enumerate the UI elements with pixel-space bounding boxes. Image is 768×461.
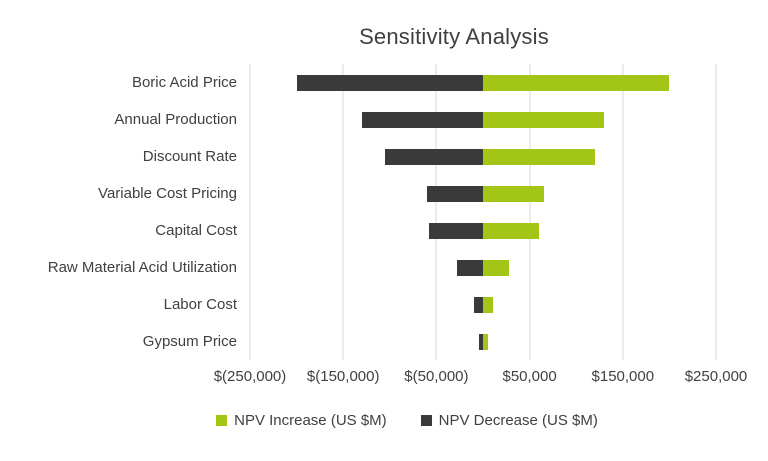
gridlines xyxy=(249,64,717,360)
value-axis: $(250,000) $(150,000) $(50,000) $50,000 $150… xyxy=(214,368,748,390)
x-tick-label: $150,000 xyxy=(591,368,655,385)
legend-label-npv-decrease: NPV Decrease (US $M) xyxy=(438,412,598,429)
npv-increase-bar xyxy=(483,185,544,202)
x-tick-label: $50,000 xyxy=(502,368,557,385)
bar-row xyxy=(250,64,716,101)
npv-decrease-bar xyxy=(427,185,483,202)
npv-decrease-bar xyxy=(385,148,483,165)
x-tick-label: $250,000 xyxy=(684,368,748,385)
bar-row xyxy=(250,286,716,323)
legend-item-npv-increase: NPV Increase (US $M) xyxy=(216,412,387,429)
npv-increase-bar xyxy=(483,74,670,91)
legend: NPV Increase (US $M) NPV Decrease (US $M… xyxy=(0,412,768,429)
npv-decrease-bar xyxy=(456,259,483,276)
gridline xyxy=(622,64,624,360)
npv-increase-swatch-icon xyxy=(216,415,228,426)
npv-increase-bar xyxy=(483,333,488,350)
category-label: Gypsum Price xyxy=(142,333,237,350)
npv-increase-bar xyxy=(483,111,605,128)
gridline xyxy=(529,64,531,360)
npv-decrease-bar xyxy=(296,74,483,91)
bar-row xyxy=(250,138,716,175)
bar-row xyxy=(250,175,716,212)
bar-row xyxy=(250,323,716,360)
gridline xyxy=(342,64,344,360)
bar-row xyxy=(250,101,716,138)
category-label: Labor Cost xyxy=(163,296,237,313)
category-label: Raw Material Acid Utilization xyxy=(47,259,237,276)
category-label: Variable Cost Pricing xyxy=(98,185,237,202)
npv-decrease-bar xyxy=(428,222,483,239)
category-label: Boric Acid Price xyxy=(131,74,237,91)
npv-decrease-bar xyxy=(479,333,483,350)
npv-decrease-swatch-icon xyxy=(420,415,432,426)
plot-area xyxy=(249,64,717,360)
npv-increase-bar xyxy=(483,296,494,313)
gridline xyxy=(435,64,437,360)
gridline xyxy=(249,64,251,360)
npv-increase-bar xyxy=(483,148,595,165)
npv-increase-bar xyxy=(483,259,510,276)
chart-title: Sensitivity Analysis xyxy=(359,24,549,49)
gridline xyxy=(715,64,717,360)
x-tick-label: $(150,000) xyxy=(306,368,380,385)
npv-decrease-bar xyxy=(361,111,483,128)
category-axis: Boric Acid Price Annual Production Discoun… xyxy=(0,64,250,360)
category-label: Annual Production xyxy=(114,111,237,128)
category-label: Discount Rate xyxy=(142,148,237,165)
npv-increase-bar xyxy=(483,222,539,239)
category-label: Capital Cost xyxy=(155,222,237,239)
legend-label-npv-increase: NPV Increase (US $M) xyxy=(234,412,387,429)
bar-rows xyxy=(250,64,716,360)
x-tick-label: $(250,000) xyxy=(213,368,287,385)
npv-decrease-bar xyxy=(473,296,483,313)
bar-row xyxy=(250,212,716,249)
legend-item-npv-decrease: NPV Decrease (US $M) xyxy=(420,412,598,429)
plot-region: Boric Acid Price Annual Production Discoun… xyxy=(0,64,768,360)
bar-row xyxy=(250,249,716,286)
x-tick-label: $(50,000) xyxy=(404,368,469,385)
